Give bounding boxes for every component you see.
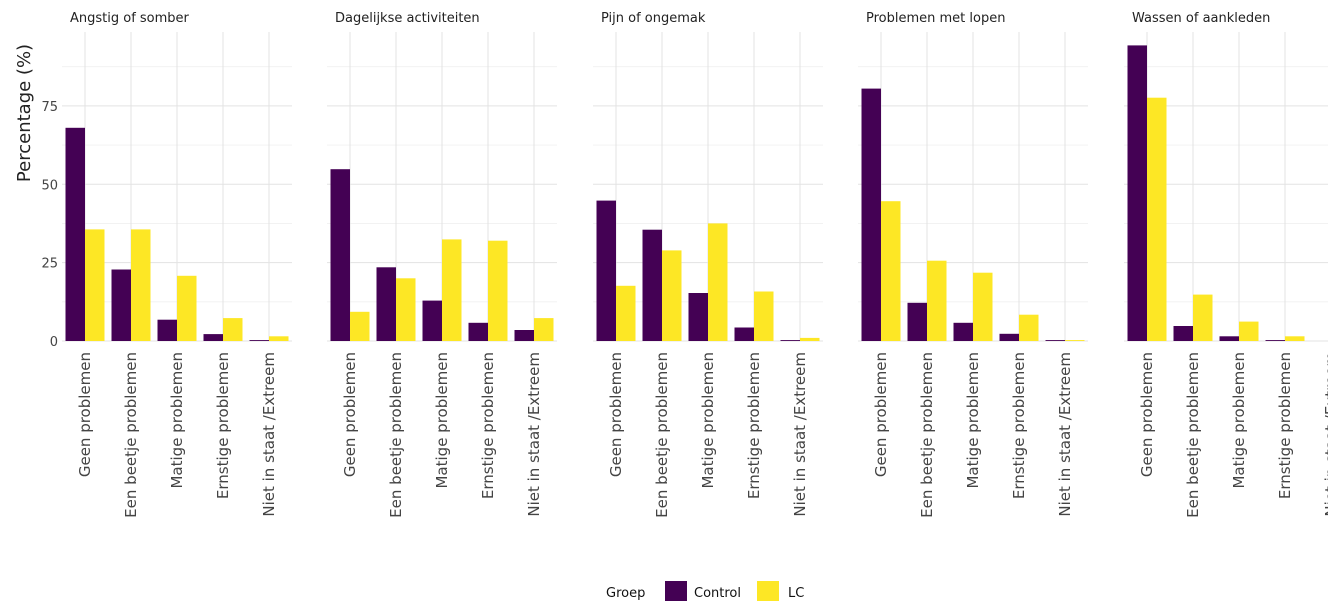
bar-control [1046,340,1066,341]
bar-lc [1193,295,1213,341]
x-tick-label: Matige problemen [699,352,717,489]
x-tick-label: Niet in staat /Extreem [260,352,278,517]
bar-lc [85,229,105,341]
bar-lc [223,318,243,341]
bar-lc [1147,98,1167,341]
bar-control [204,334,224,341]
facet-title: Problemen met lopen [866,11,1005,26]
bar-control [469,323,489,341]
bar-lc [708,223,728,341]
legend-title: Groep [606,586,645,601]
x-tick-label: Geen problemen [1138,352,1156,477]
bar-control [1174,326,1194,341]
bar-control [1128,45,1148,341]
bar-control [597,201,617,341]
facet-title: Angstig of somber [70,11,190,26]
bar-lc [800,338,820,341]
legend-label-control: Control [694,586,741,601]
facet-panel: Pijn of ongemak Geen problemen Een beetje … [593,11,823,518]
x-tick-label: Matige problemen [1230,352,1248,489]
y-tick-label: 75 [41,100,58,115]
bar-lc [754,292,774,342]
x-tick-label: Ernstige problemen [479,352,497,499]
x-tick-label: Een beetje problemen [653,352,671,518]
y-axis-label: Percentage (%) [14,44,35,182]
x-tick-label: Ernstige problemen [1010,352,1028,499]
x-tick-label: Ernstige problemen [1276,352,1294,499]
bar-control [331,169,351,341]
x-tick-label: Niet in staat /Extreem [1322,352,1328,517]
bar-control [250,340,270,341]
x-tick-label: Niet in staat /Extreem [1056,352,1074,517]
facet-panel: Dagelijkse activiteiten Geen problemen Een… [327,11,557,518]
bar-lc [1065,340,1085,341]
facet-title: Pijn of ongemak [601,11,706,26]
y-tick-label: 0 [50,335,58,350]
bar-control [158,320,178,341]
bar-control [1220,336,1240,341]
bar-lc [927,261,947,341]
x-tick-label: Geen problemen [872,352,890,477]
x-tick-label: Ernstige problemen [214,352,232,499]
x-tick-label: Geen problemen [341,352,359,477]
bar-control [66,128,86,341]
bar-lc [662,250,682,341]
bar-control [954,323,974,341]
x-tick-label: Een beetje problemen [387,352,405,518]
bar-lc [442,239,462,341]
bar-control [862,89,882,341]
bar-control [112,270,132,342]
bar-lc [1285,336,1305,341]
x-tick-label: Een beetje problemen [918,352,936,518]
facet-panel: Wassen of aankleden Geen problemen Een bee… [1124,11,1328,518]
x-tick-label: Niet in staat /Extreem [525,352,543,517]
legend: Groep Control LC [606,581,804,601]
bar-lc [616,286,636,341]
bar-control [1000,334,1020,341]
facets: 0 25 50 75 Angstig of somber Geen problemen Ee… [41,11,1328,518]
bar-lc [973,273,993,341]
bar-lc [1239,322,1259,341]
facet-panel: Problemen met lopen Geen problemen Een bee… [858,11,1088,518]
x-tick-label: Ernstige problemen [745,352,763,499]
legend-swatch-control [665,581,687,601]
bar-control [735,328,755,342]
bar-lc [881,201,901,341]
bar-lc [177,276,197,341]
x-tick-label: Matige problemen [433,352,451,489]
bar-lc [534,318,554,341]
bar-control [689,293,709,341]
bar-control [377,267,397,341]
facet-title: Dagelijkse activiteiten [335,11,480,26]
bar-control [643,230,663,341]
bar-control [423,301,443,341]
x-tick-label: Geen problemen [76,352,94,477]
x-tick-label: Niet in staat /Extreem [791,352,809,517]
legend-swatch-lc [757,581,779,601]
bar-control [908,303,928,341]
bar-lc [269,336,289,341]
y-tick-label: 25 [41,257,58,272]
bar-lc [396,278,416,341]
x-tick-label: Matige problemen [964,352,982,489]
x-tick-label: Een beetje problemen [122,352,140,518]
bar-control [781,340,801,341]
bar-lc [1019,315,1039,341]
x-tick-label: Een beetje problemen [1184,352,1202,518]
bar-lc [488,241,508,341]
facet-title: Wassen of aankleden [1132,11,1270,26]
bar-lc [350,312,370,341]
bar-control [1266,340,1286,341]
legend-label-lc: LC [788,586,804,601]
y-tick-label: 50 [41,178,58,193]
x-tick-label: Matige problemen [168,352,186,489]
bar-control [515,330,535,341]
bar-lc [131,229,151,341]
x-tick-label: Geen problemen [607,352,625,477]
facet-panel: Angstig of somber Geen problemen Een beetj… [62,11,292,518]
